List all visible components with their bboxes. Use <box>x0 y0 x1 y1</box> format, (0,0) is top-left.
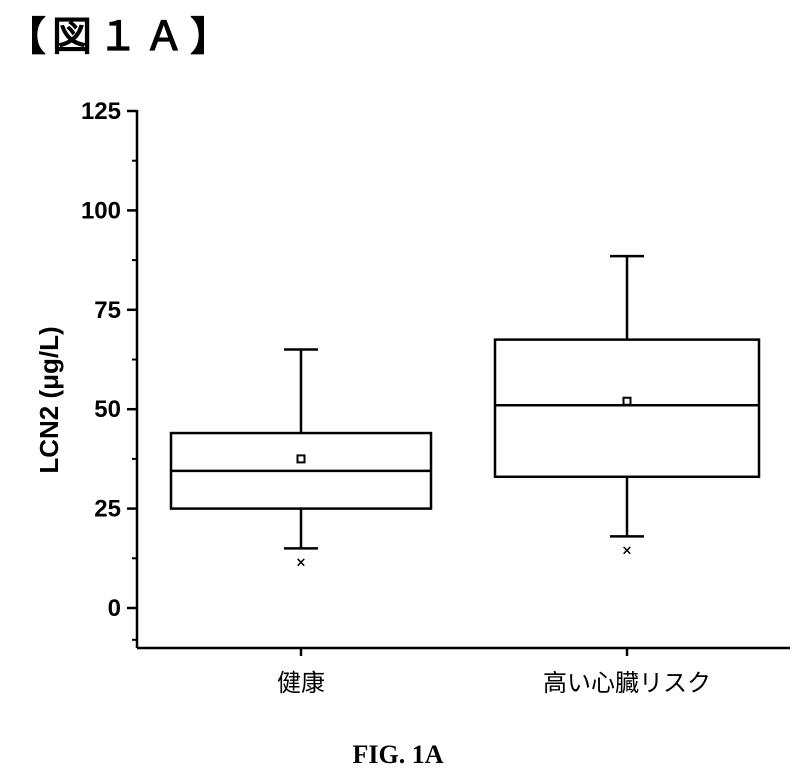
y-axis-label: LCN2 (μg/L) <box>34 326 64 473</box>
box-group: × <box>171 350 431 571</box>
box-group: × <box>495 256 759 558</box>
outlier-point: × <box>296 555 307 570</box>
axes <box>137 110 790 648</box>
x-category-label: 健康 <box>277 669 325 697</box>
x-category-label: 高い心臓リスク <box>543 669 711 697</box>
y-axis-ticks: 0 25 50 75 100 125 <box>81 98 137 640</box>
outlier-point: × <box>622 543 633 558</box>
y-tick-label: 25 <box>94 496 121 523</box>
y-tick-label: 50 <box>94 396 121 423</box>
y-tick-label: 0 <box>108 595 121 622</box>
mean-marker <box>624 398 631 405</box>
boxes: ×× <box>171 256 759 570</box>
y-tick-label: 100 <box>81 197 121 224</box>
x-axis-categories: 健康 高い心臓リスク <box>277 648 711 697</box>
box-plot-chart: 0255075100125 ×× 健康高い心臓リスク LCN2 (μg/L) <box>0 0 796 730</box>
iqr-box <box>495 340 759 477</box>
figure-caption: FIG. 1A <box>0 740 796 770</box>
y-tick-label: 125 <box>81 98 121 125</box>
y-tick-label: 75 <box>94 297 121 324</box>
mean-marker <box>298 455 305 462</box>
